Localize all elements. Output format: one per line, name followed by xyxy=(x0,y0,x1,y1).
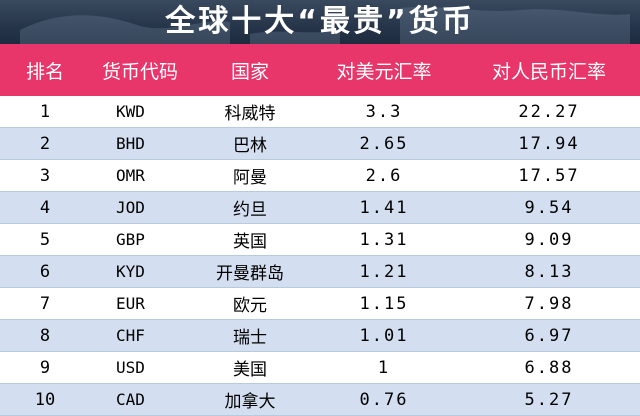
cell-code: EUR xyxy=(116,294,145,313)
header-usd-rate: 对美元汇率 xyxy=(336,60,432,83)
page-title: 全球十大“最贵”货币 xyxy=(165,4,475,39)
cell-rank: 10 xyxy=(34,389,56,410)
cell-code: KYD xyxy=(116,262,145,281)
cell-rank: 7 xyxy=(39,293,51,314)
cell-rank: 6 xyxy=(39,261,51,282)
cell-cny-rate: 6.97 xyxy=(524,325,574,346)
cell-rank: 4 xyxy=(39,197,51,218)
table-body: 1 KWD 科威特 3.3 22.27 2 BHD 巴林 2.65 17.94 … xyxy=(0,96,640,416)
cell-code: BHD xyxy=(116,134,145,153)
table-row: 4 JOD 约旦 1.41 9.54 xyxy=(0,192,640,224)
world-map-background xyxy=(20,7,630,44)
cell-country: 瑞士 xyxy=(233,328,267,348)
table-row: 3 OMR 阿曼 2.6 17.57 xyxy=(0,160,640,192)
table-row: 1 KWD 科威特 3.3 22.27 xyxy=(0,96,640,128)
table-row: 6 KYD 开曼群岛 1.21 8.13 xyxy=(0,256,640,288)
cell-rank: 5 xyxy=(39,229,51,250)
cell-code: CHF xyxy=(116,326,145,345)
cell-country: 巴林 xyxy=(233,136,267,156)
header-country: 国家 xyxy=(230,60,269,83)
cell-usd-rate: 3.3 xyxy=(365,101,403,122)
cell-country: 约旦 xyxy=(233,200,267,220)
table-row: 9 USD 美国 1 6.88 xyxy=(0,352,640,384)
cell-cny-rate: 9.09 xyxy=(524,229,574,250)
table-row: 5 GBP 英国 1.31 9.09 xyxy=(0,224,640,256)
header-code: 货币代码 xyxy=(101,60,178,83)
cell-country: 英国 xyxy=(233,232,267,252)
title-banner: 全球十大“最贵”货币 xyxy=(0,0,640,44)
cell-usd-rate: 1.41 xyxy=(359,197,409,218)
cell-cny-rate: 22.27 xyxy=(518,101,580,122)
cell-cny-rate: 17.57 xyxy=(518,165,580,186)
cell-cny-rate: 9.54 xyxy=(524,197,574,218)
cell-country: 科威特 xyxy=(224,104,276,124)
cell-cny-rate: 8.13 xyxy=(524,261,574,282)
cell-rank: 8 xyxy=(39,325,51,346)
table-row: 7 EUR 欧元 1.15 7.98 xyxy=(0,288,640,320)
cell-code: GBP xyxy=(116,230,145,249)
cell-country: 欧元 xyxy=(233,296,267,316)
cell-usd-rate: 0.76 xyxy=(359,389,409,410)
cell-rank: 1 xyxy=(39,101,51,122)
cell-usd-rate: 1.31 xyxy=(359,229,409,250)
table-header: 排名 货币代码 国家 对美元汇率 对人民币汇率 xyxy=(0,44,640,96)
cell-usd-rate: 2.6 xyxy=(365,165,403,186)
cell-cny-rate: 7.98 xyxy=(524,293,574,314)
cell-usd-rate: 2.65 xyxy=(359,133,409,154)
table-row: 8 CHF 瑞士 1.01 6.97 xyxy=(0,320,640,352)
cell-rank: 9 xyxy=(39,357,51,378)
cell-cny-rate: 5.27 xyxy=(524,389,574,410)
table-row: 2 BHD 巴林 2.65 17.94 xyxy=(0,128,640,160)
cell-country: 美国 xyxy=(233,360,267,380)
cell-usd-rate: 1 xyxy=(377,357,391,378)
cell-country: 阿曼 xyxy=(233,168,267,188)
table-row: 10 CAD 加拿大 0.76 5.27 xyxy=(0,384,640,416)
cell-rank: 3 xyxy=(39,165,51,186)
cell-country: 开曼群岛 xyxy=(216,264,284,284)
cell-code: USD xyxy=(116,358,145,377)
cell-country: 加拿大 xyxy=(224,392,276,412)
cell-code: KWD xyxy=(116,102,145,121)
cell-usd-rate: 1.21 xyxy=(359,261,409,282)
cell-cny-rate: 6.88 xyxy=(524,357,574,378)
cell-code: JOD xyxy=(116,198,145,217)
cell-code: OMR xyxy=(116,166,145,185)
cell-cny-rate: 17.94 xyxy=(518,133,580,154)
cell-usd-rate: 1.15 xyxy=(359,293,409,314)
cell-rank: 2 xyxy=(39,133,51,154)
cell-usd-rate: 1.01 xyxy=(359,325,409,346)
header-cny-rate: 对人民币汇率 xyxy=(491,60,606,83)
header-rank: 排名 xyxy=(25,60,64,83)
cell-code: CAD xyxy=(116,390,145,409)
